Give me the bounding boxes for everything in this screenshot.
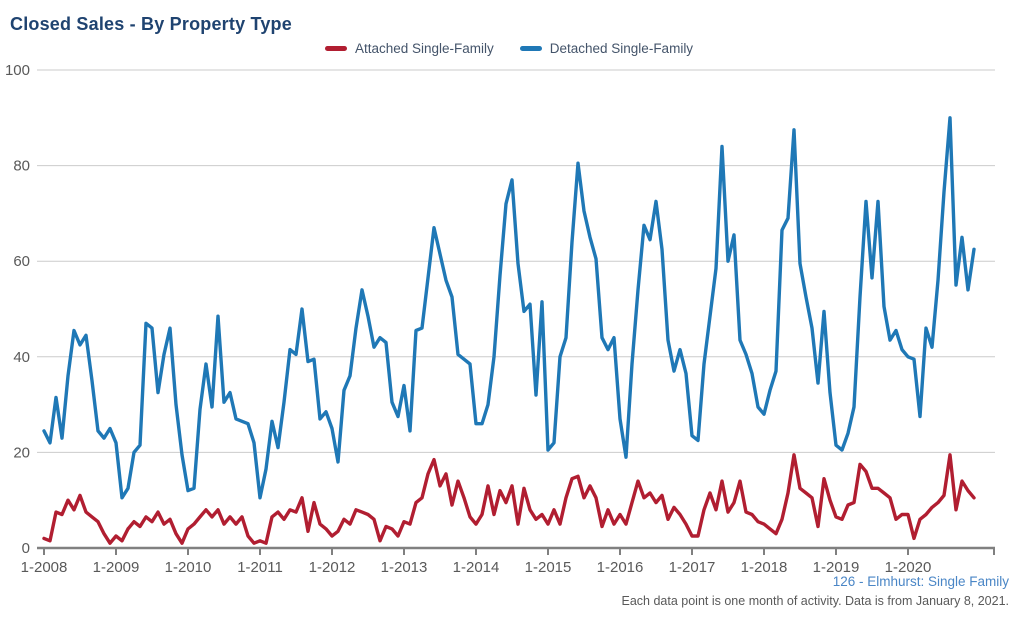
x-tick-label-1-2010: 1-2010 bbox=[165, 559, 212, 576]
y-tick-label-80: 80 bbox=[13, 158, 30, 175]
y-tick-label-0: 0 bbox=[22, 540, 30, 557]
footer-note: Each data point is one month of activity… bbox=[621, 594, 1009, 608]
x-tick-label-1-2019: 1-2019 bbox=[813, 559, 860, 576]
attached-legend-swatch-icon bbox=[324, 46, 347, 51]
x-tick-label-1-2011: 1-2011 bbox=[237, 559, 283, 576]
x-tick-label-1-2018: 1-2018 bbox=[741, 559, 788, 576]
detached-legend-swatch-icon bbox=[519, 46, 542, 51]
series-line-attached-single-family bbox=[42, 453, 976, 545]
x-tick-label-1-2017: 1-2017 bbox=[669, 559, 716, 576]
y-tick-label-60: 60 bbox=[13, 253, 30, 270]
x-tick-label-1-2009: 1-2009 bbox=[93, 559, 140, 576]
y-tick-label-40: 40 bbox=[13, 349, 30, 366]
chart-title: Closed Sales - By Property Type bbox=[10, 14, 292, 34]
x-tick-label-1-2012: 1-2012 bbox=[309, 559, 356, 576]
x-tick-label-1-2008: 1-2008 bbox=[21, 559, 68, 576]
y-tick-label-20: 20 bbox=[13, 444, 30, 461]
x-tick-label-1-2013: 1-2013 bbox=[381, 559, 428, 576]
x-tick-label-1-2014: 1-2014 bbox=[453, 559, 500, 576]
legend-label: Detached Single-Family bbox=[549, 41, 694, 56]
x-tick-label-1-2016: 1-2016 bbox=[597, 559, 644, 576]
x-tick-label-1-2015: 1-2015 bbox=[525, 559, 572, 576]
y-tick-label-100: 100 bbox=[5, 62, 30, 79]
legend-item-attached[interactable]: Attached Single-Family bbox=[324, 41, 494, 56]
footer-source-link[interactable]: 126 - Elmhurst: Single Family bbox=[832, 574, 1009, 589]
legend-label: Attached Single-Family bbox=[354, 41, 494, 56]
x-tick-label-1-2020: 1-2020 bbox=[885, 559, 932, 576]
legend: Attached Single-Family Detached Single-Fa… bbox=[0, 41, 1018, 56]
series-line-detached-single-family bbox=[42, 116, 976, 500]
legend-item-detached[interactable]: Detached Single-Family bbox=[519, 41, 694, 56]
